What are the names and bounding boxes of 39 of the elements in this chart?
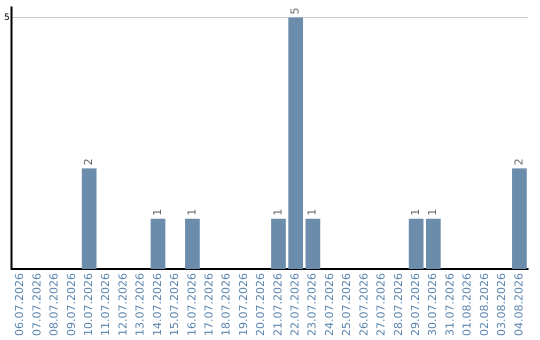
x-tick-label: 07.07.2026 [30, 273, 44, 336]
data-label: 2 [512, 158, 526, 166]
x-tick-label: 16.07.2026 [185, 273, 198, 336]
x-tick-label: 14.07.2026 [150, 273, 164, 336]
x-tick-label: 09.07.2026 [64, 273, 78, 336]
x-tick-label: 19.07.2026 [236, 273, 250, 336]
data-label: 1 [150, 208, 164, 216]
data-label: 1 [409, 208, 422, 216]
x-tick-label: 03.08.2026 [495, 273, 508, 336]
x-tick-label: 27.07.2026 [374, 273, 388, 336]
data-label: 1 [426, 208, 440, 216]
x-tick-label: 02.08.2026 [478, 273, 491, 336]
x-tick-label: 23.07.2026 [306, 273, 319, 336]
x-tick-label: 15.07.2026 [168, 273, 182, 336]
x-tick-label: 01.08.2026 [460, 273, 474, 336]
x-tick-label: 28.07.2026 [392, 273, 405, 336]
x-tick-label: 26.07.2026 [357, 273, 370, 336]
x-tick-label: 30.07.2026 [426, 273, 440, 336]
data-label: 2 [82, 158, 96, 166]
data-label: 1 [185, 208, 198, 216]
x-tick-label: 24.07.2026 [322, 273, 336, 336]
x-tick-label: 18.07.2026 [220, 273, 233, 336]
data-label: 1 [306, 208, 319, 216]
x-tick-label: 04.08.2026 [512, 273, 526, 336]
x-tick-label: 12.07.2026 [116, 273, 130, 336]
x-tick-label: 21.07.2026 [271, 273, 284, 336]
x-tick-label: 22.07.2026 [288, 273, 302, 336]
x-tick-label: 06.07.2026 [13, 273, 26, 336]
data-label: 1 [271, 208, 284, 216]
x-tick-label: 08.07.2026 [48, 273, 61, 336]
x-tick-label: 10.07.2026 [82, 273, 96, 336]
x-tick-label: 17.07.2026 [202, 273, 216, 336]
x-tick-label: 29.07.2026 [409, 273, 422, 336]
x-tick-label: 20.07.2026 [254, 273, 268, 336]
x-tick-label: 31.07.2026 [443, 273, 456, 336]
x-tick-label: 11.07.2026 [99, 273, 112, 336]
x-tick-label: 25.07.2026 [340, 273, 354, 336]
x-tick-label: 13.07.2026 [134, 273, 147, 336]
data-label: 5 [288, 7, 302, 14]
